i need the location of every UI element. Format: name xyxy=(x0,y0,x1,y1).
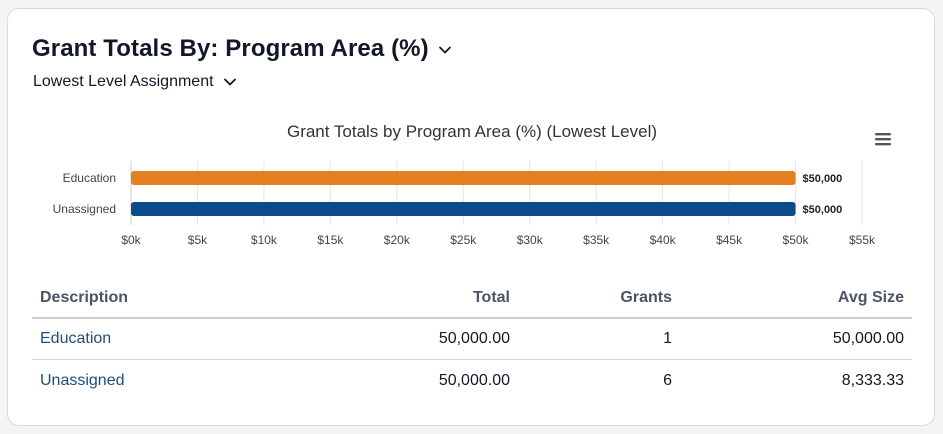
table-row: Education 50,000.00 1 50,000.00 xyxy=(32,319,912,360)
chevron-down-icon[interactable] xyxy=(438,43,452,57)
hamburger-menu-icon[interactable] xyxy=(874,131,894,147)
column-header-description[interactable]: Description xyxy=(40,289,129,306)
x-tick-label: $20k xyxy=(384,233,411,247)
column-header-grants[interactable]: Grants xyxy=(620,289,672,306)
x-tick-label: $25k xyxy=(450,233,477,247)
grant-totals-table: Description Total Grants Avg Size Educat… xyxy=(32,279,912,401)
assignment-level-dropdown[interactable]: Lowest Level Assignment xyxy=(33,73,237,91)
grant-totals-card: Grant Totals By: Program Area (%) Lowest… xyxy=(7,8,935,426)
total-cell: 50,000.00 xyxy=(438,371,510,389)
grants-cell: 1 xyxy=(663,330,672,347)
x-tick-label: $5k xyxy=(188,233,208,247)
description-link[interactable]: Unassigned xyxy=(40,371,125,389)
assignment-level-label: Lowest Level Assignment xyxy=(33,73,214,90)
bar xyxy=(131,171,796,185)
data-label: $50,000 xyxy=(803,204,843,216)
x-tick-label: $0k xyxy=(121,233,141,247)
x-tick-label: $55k xyxy=(849,233,876,247)
x-tick-label: $50k xyxy=(783,233,810,247)
total-cell: 50,000.00 xyxy=(438,330,510,347)
column-header-avg-size[interactable]: Avg Size xyxy=(837,289,904,306)
grants-cell: 6 xyxy=(663,371,672,389)
x-tick-label: $45k xyxy=(716,233,743,247)
avg-size-cell: 50,000.00 xyxy=(832,330,904,347)
table-header-row: Description Total Grants Avg Size xyxy=(32,279,912,319)
bar xyxy=(131,202,796,216)
avg-size-cell: 8,333.33 xyxy=(841,371,904,389)
bar-chart: Grant Totals by Program Area (%) (Lowest… xyxy=(8,9,936,269)
chart-title: Grant Totals by Program Area (%) (Lowest… xyxy=(286,122,658,141)
x-tick-label: $40k xyxy=(650,233,677,247)
category-label: Unassigned xyxy=(53,202,116,216)
x-tick-label: $35k xyxy=(583,233,610,247)
description-link[interactable]: Education xyxy=(40,330,112,347)
x-tick-label: $15k xyxy=(317,233,344,247)
title-dropdown[interactable]: Grant Totals By: Program Area (%) xyxy=(32,35,452,63)
page-title: Grant Totals By: Program Area (%) xyxy=(32,35,429,62)
x-tick-label: $30k xyxy=(517,233,544,247)
chevron-down-icon[interactable] xyxy=(223,75,237,89)
data-label: $50,000 xyxy=(803,173,843,185)
column-header-total[interactable]: Total xyxy=(472,289,510,306)
category-label: Education xyxy=(63,171,116,185)
table-row: Unassigned 50,000.00 6 8,333.33 xyxy=(32,360,912,401)
chart-plot-area: Education $50,000 Unassigned $50,000 $0k $5k $… xyxy=(53,161,876,247)
x-tick-label: $10k xyxy=(251,233,278,247)
